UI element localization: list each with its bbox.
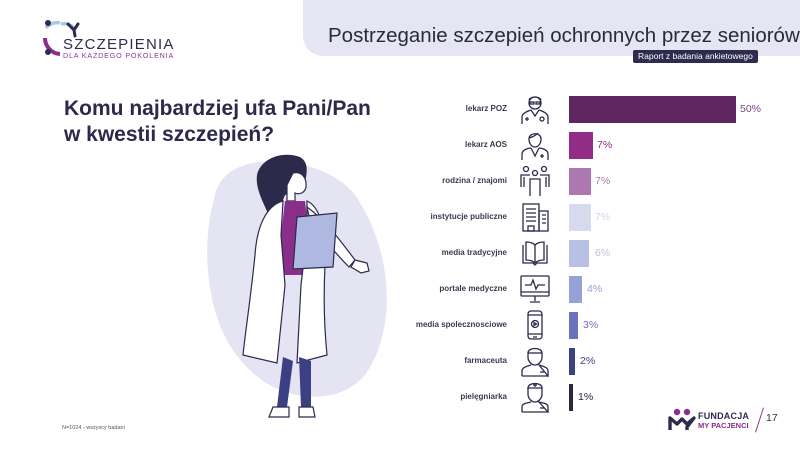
row-label: lekarz POZ [465, 104, 507, 113]
question-heading: Komu najbardziej ufa Pani/Pan w kwestii … [64, 96, 371, 148]
bar-media-spolecznosciowe [569, 312, 578, 339]
row-label: pielęgniarka [460, 392, 507, 401]
bar-lekarz-aos [569, 132, 593, 159]
bar-portale-medyczne [569, 276, 582, 303]
chart-row-rodzina: rodzina / znajomi 7% [400, 163, 800, 199]
page-number: 17 [766, 412, 778, 424]
chart-row-media-tradycyjne: media tradycyjne 6% [400, 235, 800, 271]
row-label: portale medyczne [439, 284, 507, 293]
chart-row-lekarz-aos: lekarz AOS 7% [400, 127, 800, 163]
bar-value: 7% [595, 211, 611, 223]
chart-row-pielegniarka: pielęgniarka 1% [400, 379, 800, 415]
brand-name: FUNDACJA [698, 411, 750, 421]
bar-value: 6% [595, 247, 611, 259]
bar-pielegniarka [569, 384, 573, 411]
pharmacist-icon [521, 347, 549, 377]
question-line-2: w kwestii szczepień? [64, 123, 275, 146]
bar-value: 1% [578, 391, 594, 403]
chart-row-lekarz-poz: lekarz POZ 50% [400, 91, 800, 127]
header-band [303, 0, 800, 56]
chart-row-media-spolecznosciowe: media spolecznosciowe 3% [400, 307, 800, 343]
nurse-icon [521, 382, 549, 413]
bar-value: 7% [597, 139, 613, 151]
chart-row-instytucje: instytucje publiczne 7% [400, 199, 800, 235]
brand-subname: MY PACJENCI [698, 421, 749, 430]
bar-farmaceuta [569, 348, 575, 375]
bar-value: 2% [580, 355, 596, 367]
row-label: media tradycyjne [441, 248, 507, 257]
question-line-1: Komu najbardziej ufa Pani/Pan [64, 97, 371, 120]
monitor-heartbeat-icon [520, 275, 550, 303]
bar-rodzina-znajomi [569, 168, 591, 195]
chart-row-portale: portale medyczne 4% [400, 271, 800, 307]
logo-title: SZCZEPIENIA [63, 36, 175, 53]
chart-row-farmaceuta: farmaceuta 2% [400, 343, 800, 379]
row-label: rodzina / znajomi [442, 176, 507, 185]
book-icon [522, 241, 548, 266]
fundacja-logo-icon [668, 408, 696, 430]
row-label: lekarz AOS [465, 140, 507, 149]
logo-subtitle: DLA KAŻDEGO POKOLENIA [63, 51, 175, 60]
sample-footnote: N=1024 - wszyscy badani [62, 425, 125, 431]
smartphone-play-icon [527, 310, 543, 340]
row-label: farmaceuta [464, 356, 507, 365]
doctor-stethoscope-icon [521, 96, 549, 124]
bar-instytucje-publiczne [569, 204, 591, 231]
doctor-illustration [207, 154, 387, 418]
building-icon [522, 203, 549, 232]
row-label: media spolecznosciowe [415, 320, 507, 329]
bar-value: 3% [583, 319, 599, 331]
logo-mark-icon [42, 20, 80, 56]
doctor-icon [521, 132, 549, 160]
bar-value: 4% [587, 283, 603, 295]
bar-lekarz-poz [569, 96, 736, 123]
trust-bar-chart: lekarz POZ 50% lekarz AOS 7% rodzina / z… [400, 84, 800, 424]
bar-value: 7% [595, 175, 611, 187]
bar-media-tradycyjne [569, 240, 589, 267]
page-title: Postrzeganie szczepień ochronnych przez … [328, 24, 800, 47]
row-label: instytucje publiczne [430, 212, 507, 221]
report-badge: Raport z badania ankietowego [633, 50, 758, 63]
bar-value: 50% [740, 103, 762, 115]
family-icon [520, 165, 550, 196]
